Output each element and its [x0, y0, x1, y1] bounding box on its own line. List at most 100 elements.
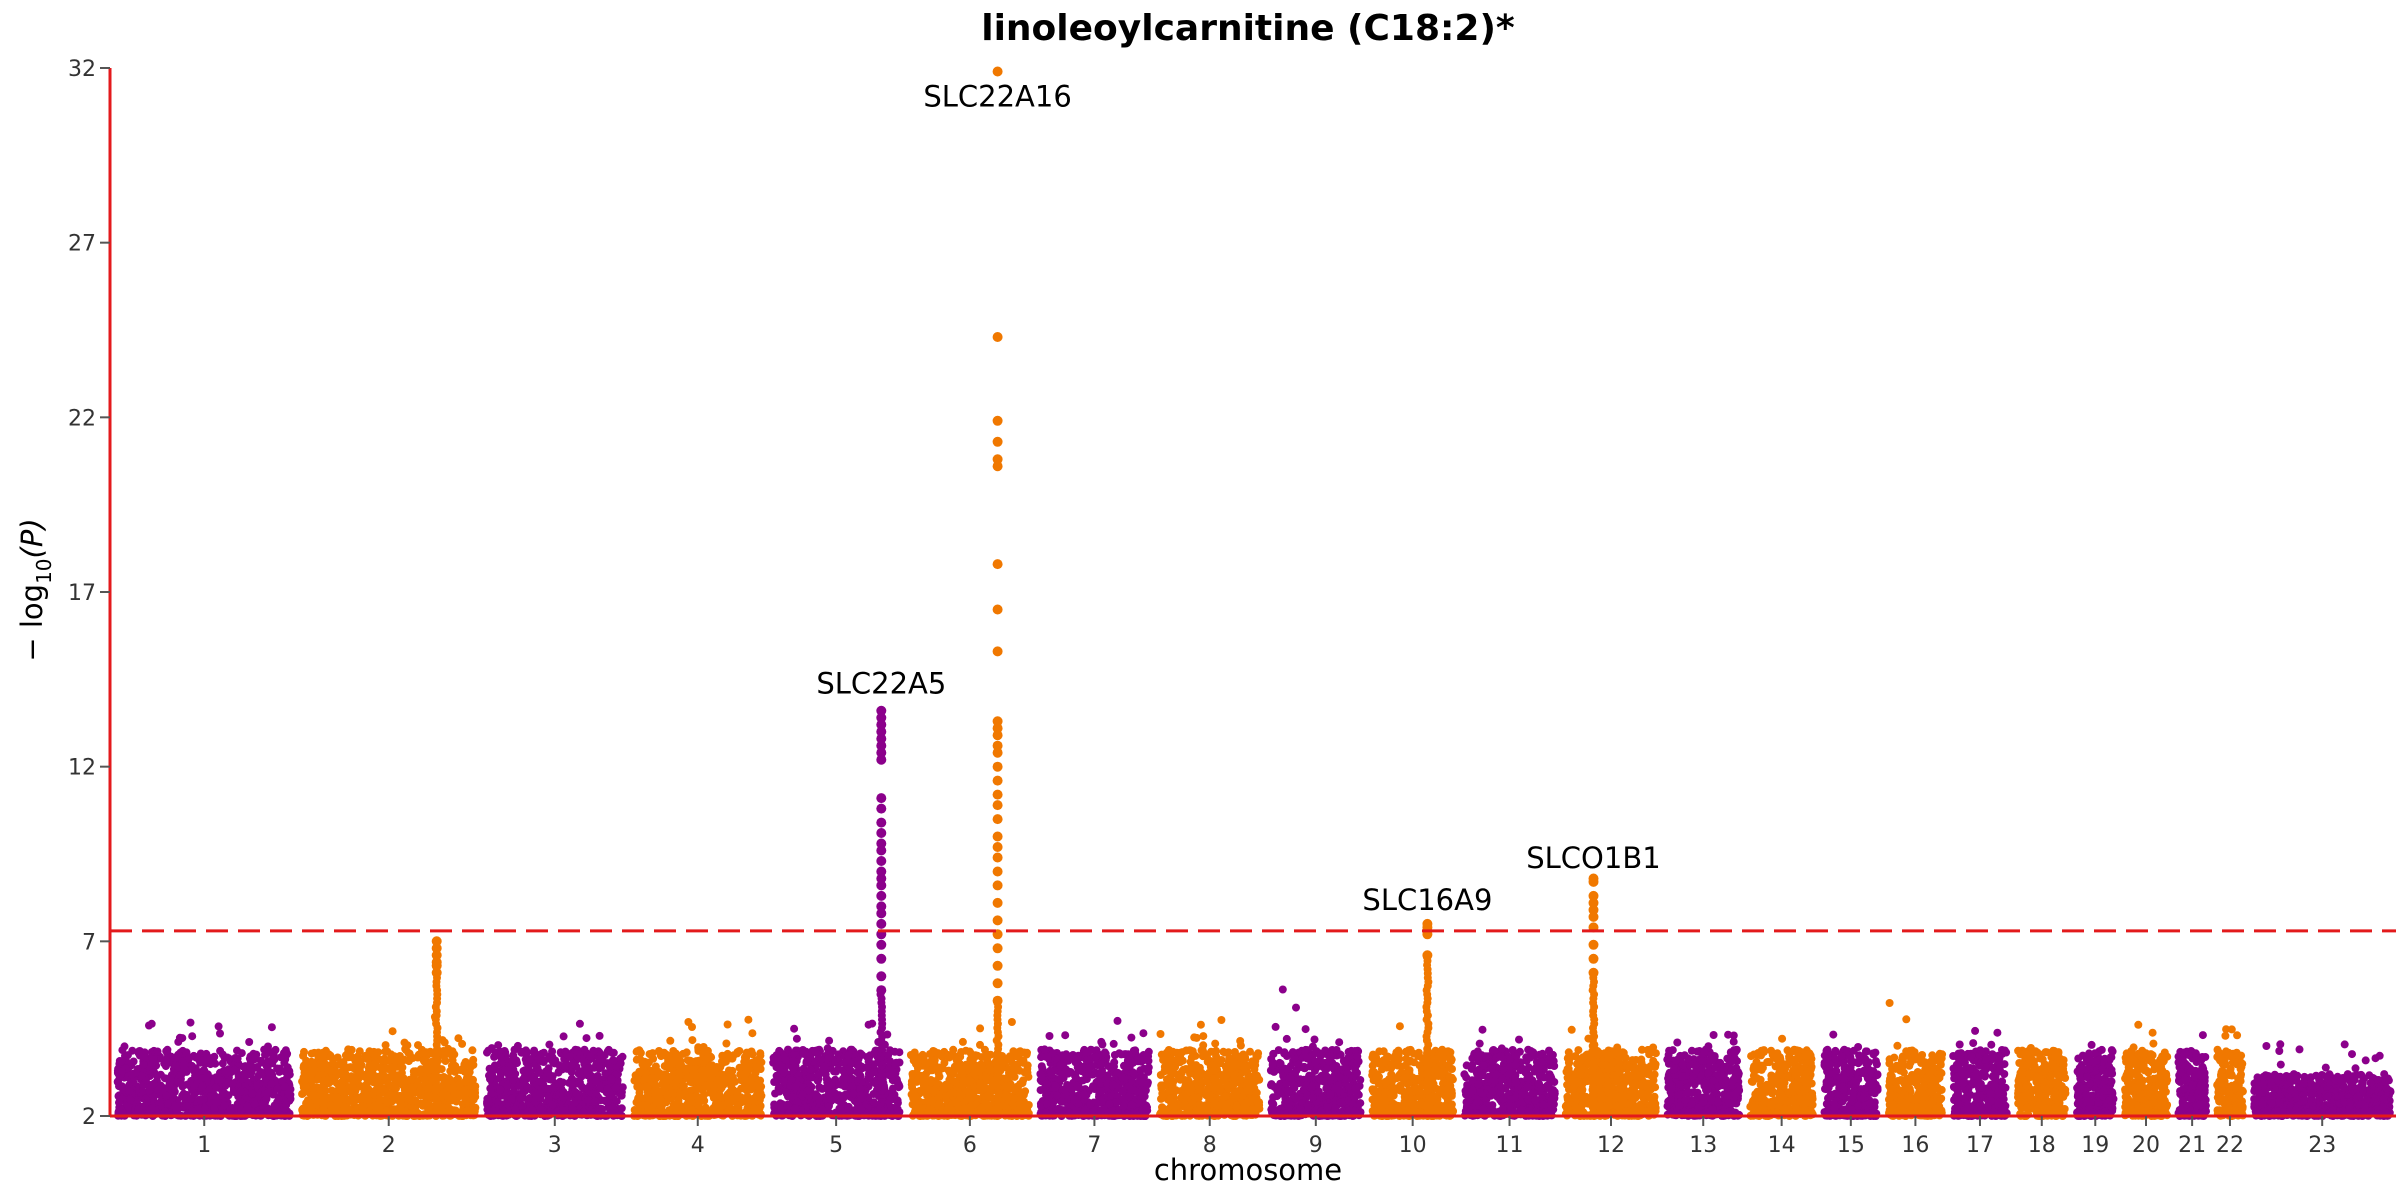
- snp-point: [210, 1052, 219, 1061]
- snp-point: [298, 1089, 307, 1098]
- snp-point: [393, 1071, 402, 1080]
- snp-point: [199, 1056, 208, 1065]
- snp-point: [251, 1052, 260, 1061]
- snp-point: [615, 1060, 624, 1069]
- snp-point: [264, 1057, 273, 1066]
- snp-point: [319, 1076, 328, 1085]
- snp-point: [572, 1089, 581, 1098]
- snp-point: [507, 1094, 516, 1103]
- snp-point: [484, 1098, 493, 1106]
- snp-point: [265, 1068, 274, 1077]
- snp-point: [666, 1036, 675, 1045]
- snp-point: [149, 1093, 158, 1101]
- snp-point: [371, 1051, 380, 1060]
- snp-point: [770, 1055, 779, 1064]
- snp-point: [688, 1036, 697, 1045]
- snp-point: [949, 1051, 958, 1060]
- snp-point: [1071, 1058, 1080, 1067]
- snp-point: [169, 1084, 178, 1093]
- snp-point: [156, 1081, 165, 1090]
- snp-point: [611, 1084, 620, 1092]
- snp-point: [461, 1077, 470, 1086]
- snp-point: [274, 1095, 283, 1104]
- snp-point: [149, 1055, 158, 1064]
- snp-point: [216, 1076, 224, 1085]
- snp-point: [632, 1047, 641, 1056]
- snp-point: [344, 1053, 353, 1062]
- snp-point: [273, 1084, 282, 1093]
- snp-point: [983, 1092, 992, 1100]
- snp-point: [198, 1074, 207, 1082]
- snp-point: [348, 1097, 357, 1106]
- snp-point: [806, 1065, 815, 1074]
- snp-point: [1002, 1091, 1011, 1100]
- snp-point: [856, 1071, 865, 1080]
- snp-point: [364, 1096, 373, 1105]
- snp-point: [648, 1073, 657, 1082]
- snp-point: [609, 1048, 618, 1057]
- snp-point: [119, 1086, 128, 1095]
- snp-point: [928, 1066, 937, 1075]
- snp-point: [511, 1105, 520, 1114]
- snp-point: [683, 1073, 692, 1082]
- snp-point: [1003, 1083, 1012, 1092]
- snp-point: [575, 1019, 584, 1028]
- snp-point: [280, 1082, 289, 1091]
- snp-point: [248, 1089, 257, 1098]
- snp-point: [535, 1077, 544, 1086]
- snp-point: [909, 1056, 918, 1065]
- snp-point: [245, 1038, 254, 1046]
- snp-point: [211, 1059, 220, 1068]
- snp-point: [525, 1056, 534, 1065]
- snp-point: [693, 1072, 702, 1081]
- snp-point: [440, 1038, 449, 1047]
- snp-point: [517, 1048, 526, 1057]
- snp-point: [125, 1087, 134, 1095]
- snp-point: [700, 1066, 709, 1075]
- snp-point: [748, 1073, 757, 1082]
- snp-point: [207, 1092, 215, 1100]
- snp-point: [344, 1045, 353, 1054]
- snp-point: [250, 1100, 259, 1109]
- snp-point: [200, 1066, 209, 1075]
- snp-point: [824, 1054, 833, 1063]
- snp-point: [1010, 1094, 1018, 1103]
- snp-point: [282, 1100, 291, 1109]
- snp-point: [124, 1102, 133, 1111]
- snp-point: [818, 1105, 827, 1114]
- snp-point: [182, 1102, 191, 1110]
- snp-point: [447, 1050, 456, 1059]
- snp-point: [398, 1081, 407, 1089]
- snp-point: [856, 1095, 865, 1104]
- snp-point: [733, 1087, 742, 1096]
- snp-point: [237, 1049, 246, 1058]
- snp-point: [830, 1089, 839, 1098]
- snp-point: [264, 1106, 273, 1115]
- snp-point: [389, 1063, 398, 1072]
- snp-point: [152, 1071, 161, 1080]
- snp-point: [185, 1054, 194, 1063]
- snp-point: [848, 1082, 857, 1091]
- snp-point: [419, 1056, 428, 1065]
- snp-point: [713, 1075, 722, 1084]
- snp-point: [953, 1100, 962, 1108]
- snp-point: [145, 1083, 154, 1092]
- snp-point: [725, 1104, 734, 1113]
- snp-point: [736, 1070, 745, 1079]
- snp-point: [187, 1061, 196, 1070]
- snp-point: [319, 1099, 328, 1108]
- snp-point: [220, 1066, 229, 1075]
- snp-point: [536, 1105, 545, 1114]
- snp-point: [839, 1093, 848, 1102]
- snp-point: [142, 1098, 151, 1107]
- snp-point: [825, 1036, 834, 1045]
- snp-point: [908, 1070, 917, 1078]
- snp-point: [792, 1034, 801, 1043]
- snp-point: [545, 1075, 554, 1084]
- snp-point: [716, 1091, 724, 1100]
- snp-point: [1127, 1033, 1136, 1042]
- snp-point: [331, 1067, 340, 1076]
- snp-point: [674, 1075, 683, 1084]
- snp-point: [402, 1090, 411, 1099]
